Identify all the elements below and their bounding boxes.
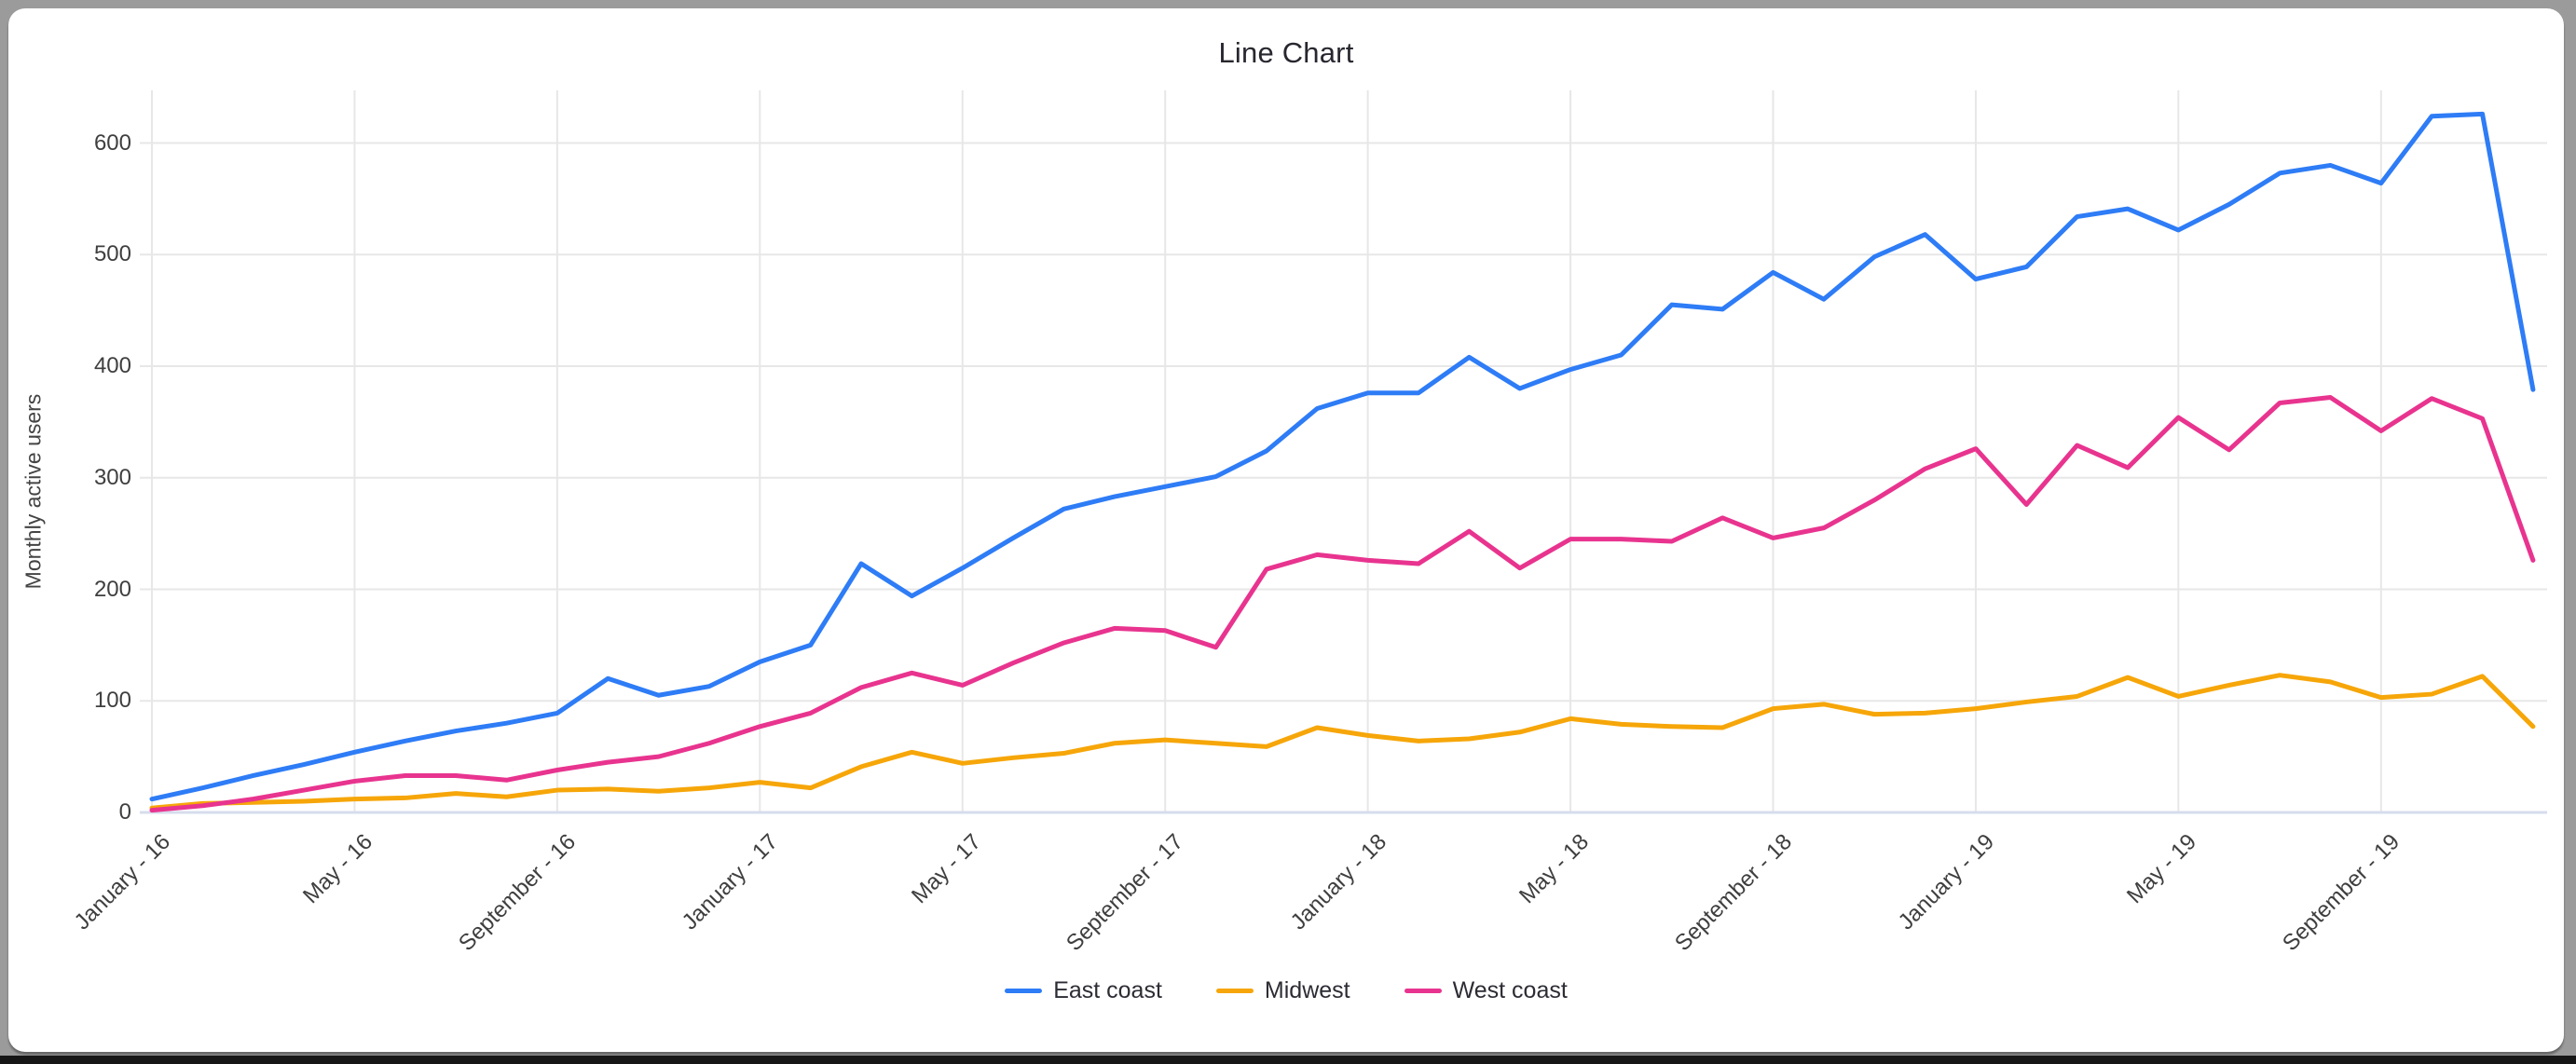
window-frame-bottom-edge [0,1056,2576,1064]
legend-label: Midwest [1264,977,1350,1003]
y-tick-label: 600 [93,130,131,156]
y-tick-label: 300 [93,464,131,490]
legend-line-swatch-icon [1215,989,1254,993]
y-tick-label: 500 [93,241,131,267]
y-tick-label: 0 [118,799,131,825]
legend-line-swatch-icon [1404,989,1442,993]
chart-card: Line Chart Monthly active users 0 100 200 3… [8,8,2564,1052]
y-tick-label: 400 [93,353,131,378]
legend-label: East coast [1053,977,1162,1003]
legend-label: West coast [1452,977,1568,1003]
series-line-east-coast[interactable] [149,111,2536,802]
legend-item-east-coast[interactable]: East coast [1005,977,1162,1004]
y-tick-label: 200 [93,576,131,602]
series-line-midwest[interactable] [149,673,2536,811]
line-chart-plot-area[interactable] [8,8,2562,1052]
legend-item-midwest[interactable]: Midwest [1215,977,1350,1004]
chart-title: Line Chart [1218,36,1354,69]
legend-item-west-coast[interactable]: West coast [1404,977,1568,1004]
chart-legend: East coast Midwest West coast [8,977,2564,1004]
y-tick-label: 100 [93,688,131,714]
legend-line-swatch-icon [1005,989,1043,993]
series-line-west-coast[interactable] [149,395,2536,813]
